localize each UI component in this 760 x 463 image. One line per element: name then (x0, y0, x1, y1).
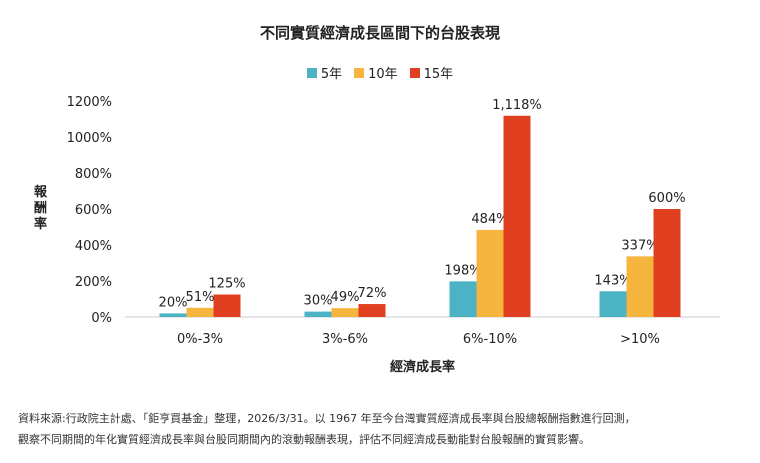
y-tick-label: 800% (75, 167, 112, 182)
x-tick-label: >10% (620, 332, 660, 347)
y-tick-label: 0% (91, 311, 112, 326)
legend-label: 10年 (368, 67, 398, 82)
x-tick-label: 0%-3% (177, 332, 223, 347)
bar (358, 304, 386, 317)
chart-plot: 0%200%400%600%800%1000%1200%0%-3%20%51%1… (67, 95, 720, 347)
y-tick-label: 1000% (67, 131, 112, 146)
y-tick-label: 200% (75, 275, 112, 290)
y-axis-label: 報酬率 (34, 185, 48, 232)
x-tick-label: 3%-6% (322, 332, 368, 347)
bar (186, 307, 214, 317)
bar (449, 281, 477, 317)
bar (599, 291, 627, 317)
data-label: 30% (304, 294, 333, 309)
legend-item: 15年 (409, 63, 454, 82)
source-note-line: 觀察不同期間的年化實質經濟成長率與台股同期間內的滾動報酬表現，評估不同經濟成長動… (18, 433, 590, 446)
bar (626, 256, 654, 317)
data-label: 143% (594, 273, 631, 288)
source-note-line: 資料來源:行政院主計處、「鉅亨買基金」整理，2026/3/31。以 1967 年… (18, 412, 636, 425)
legend-item: 5年 (306, 63, 343, 82)
source-note: 資料來源:行政院主計處、「鉅亨買基金」整理，2026/3/31。以 1967 年… (18, 408, 636, 450)
bar (304, 311, 332, 317)
data-label: 125% (208, 277, 245, 292)
data-label: 51% (186, 290, 215, 305)
x-tick-label: 6%-10% (463, 332, 517, 347)
legend-label: 15年 (423, 67, 454, 82)
bar (476, 229, 504, 317)
legend-item: 10年 (354, 63, 398, 82)
data-label: 198% (444, 263, 481, 278)
data-label: 337% (621, 238, 658, 253)
data-label: 1,118% (492, 98, 542, 113)
y-tick-label: 1200% (67, 95, 112, 110)
legend-swatch (409, 67, 420, 78)
data-label: 484% (471, 212, 508, 227)
x-axis-label: 經濟成長率 (389, 360, 455, 375)
data-label: 49% (331, 290, 360, 305)
bar (503, 115, 531, 317)
chart-title: 不同實質經濟成長區間下的台股表現 (259, 24, 500, 42)
legend-swatch (306, 67, 317, 78)
bar (653, 209, 681, 317)
bar (213, 294, 241, 317)
bar (159, 313, 187, 317)
legend: 5年 10年 15年 (0, 63, 760, 82)
y-tick-label: 400% (75, 239, 112, 254)
bar (331, 308, 359, 317)
data-label: 600% (648, 191, 685, 206)
data-label: 72% (358, 286, 387, 301)
legend-swatch (354, 67, 365, 78)
legend-label: 5年 (320, 67, 343, 82)
y-tick-label: 600% (75, 203, 112, 218)
data-label: 20% (159, 295, 188, 310)
